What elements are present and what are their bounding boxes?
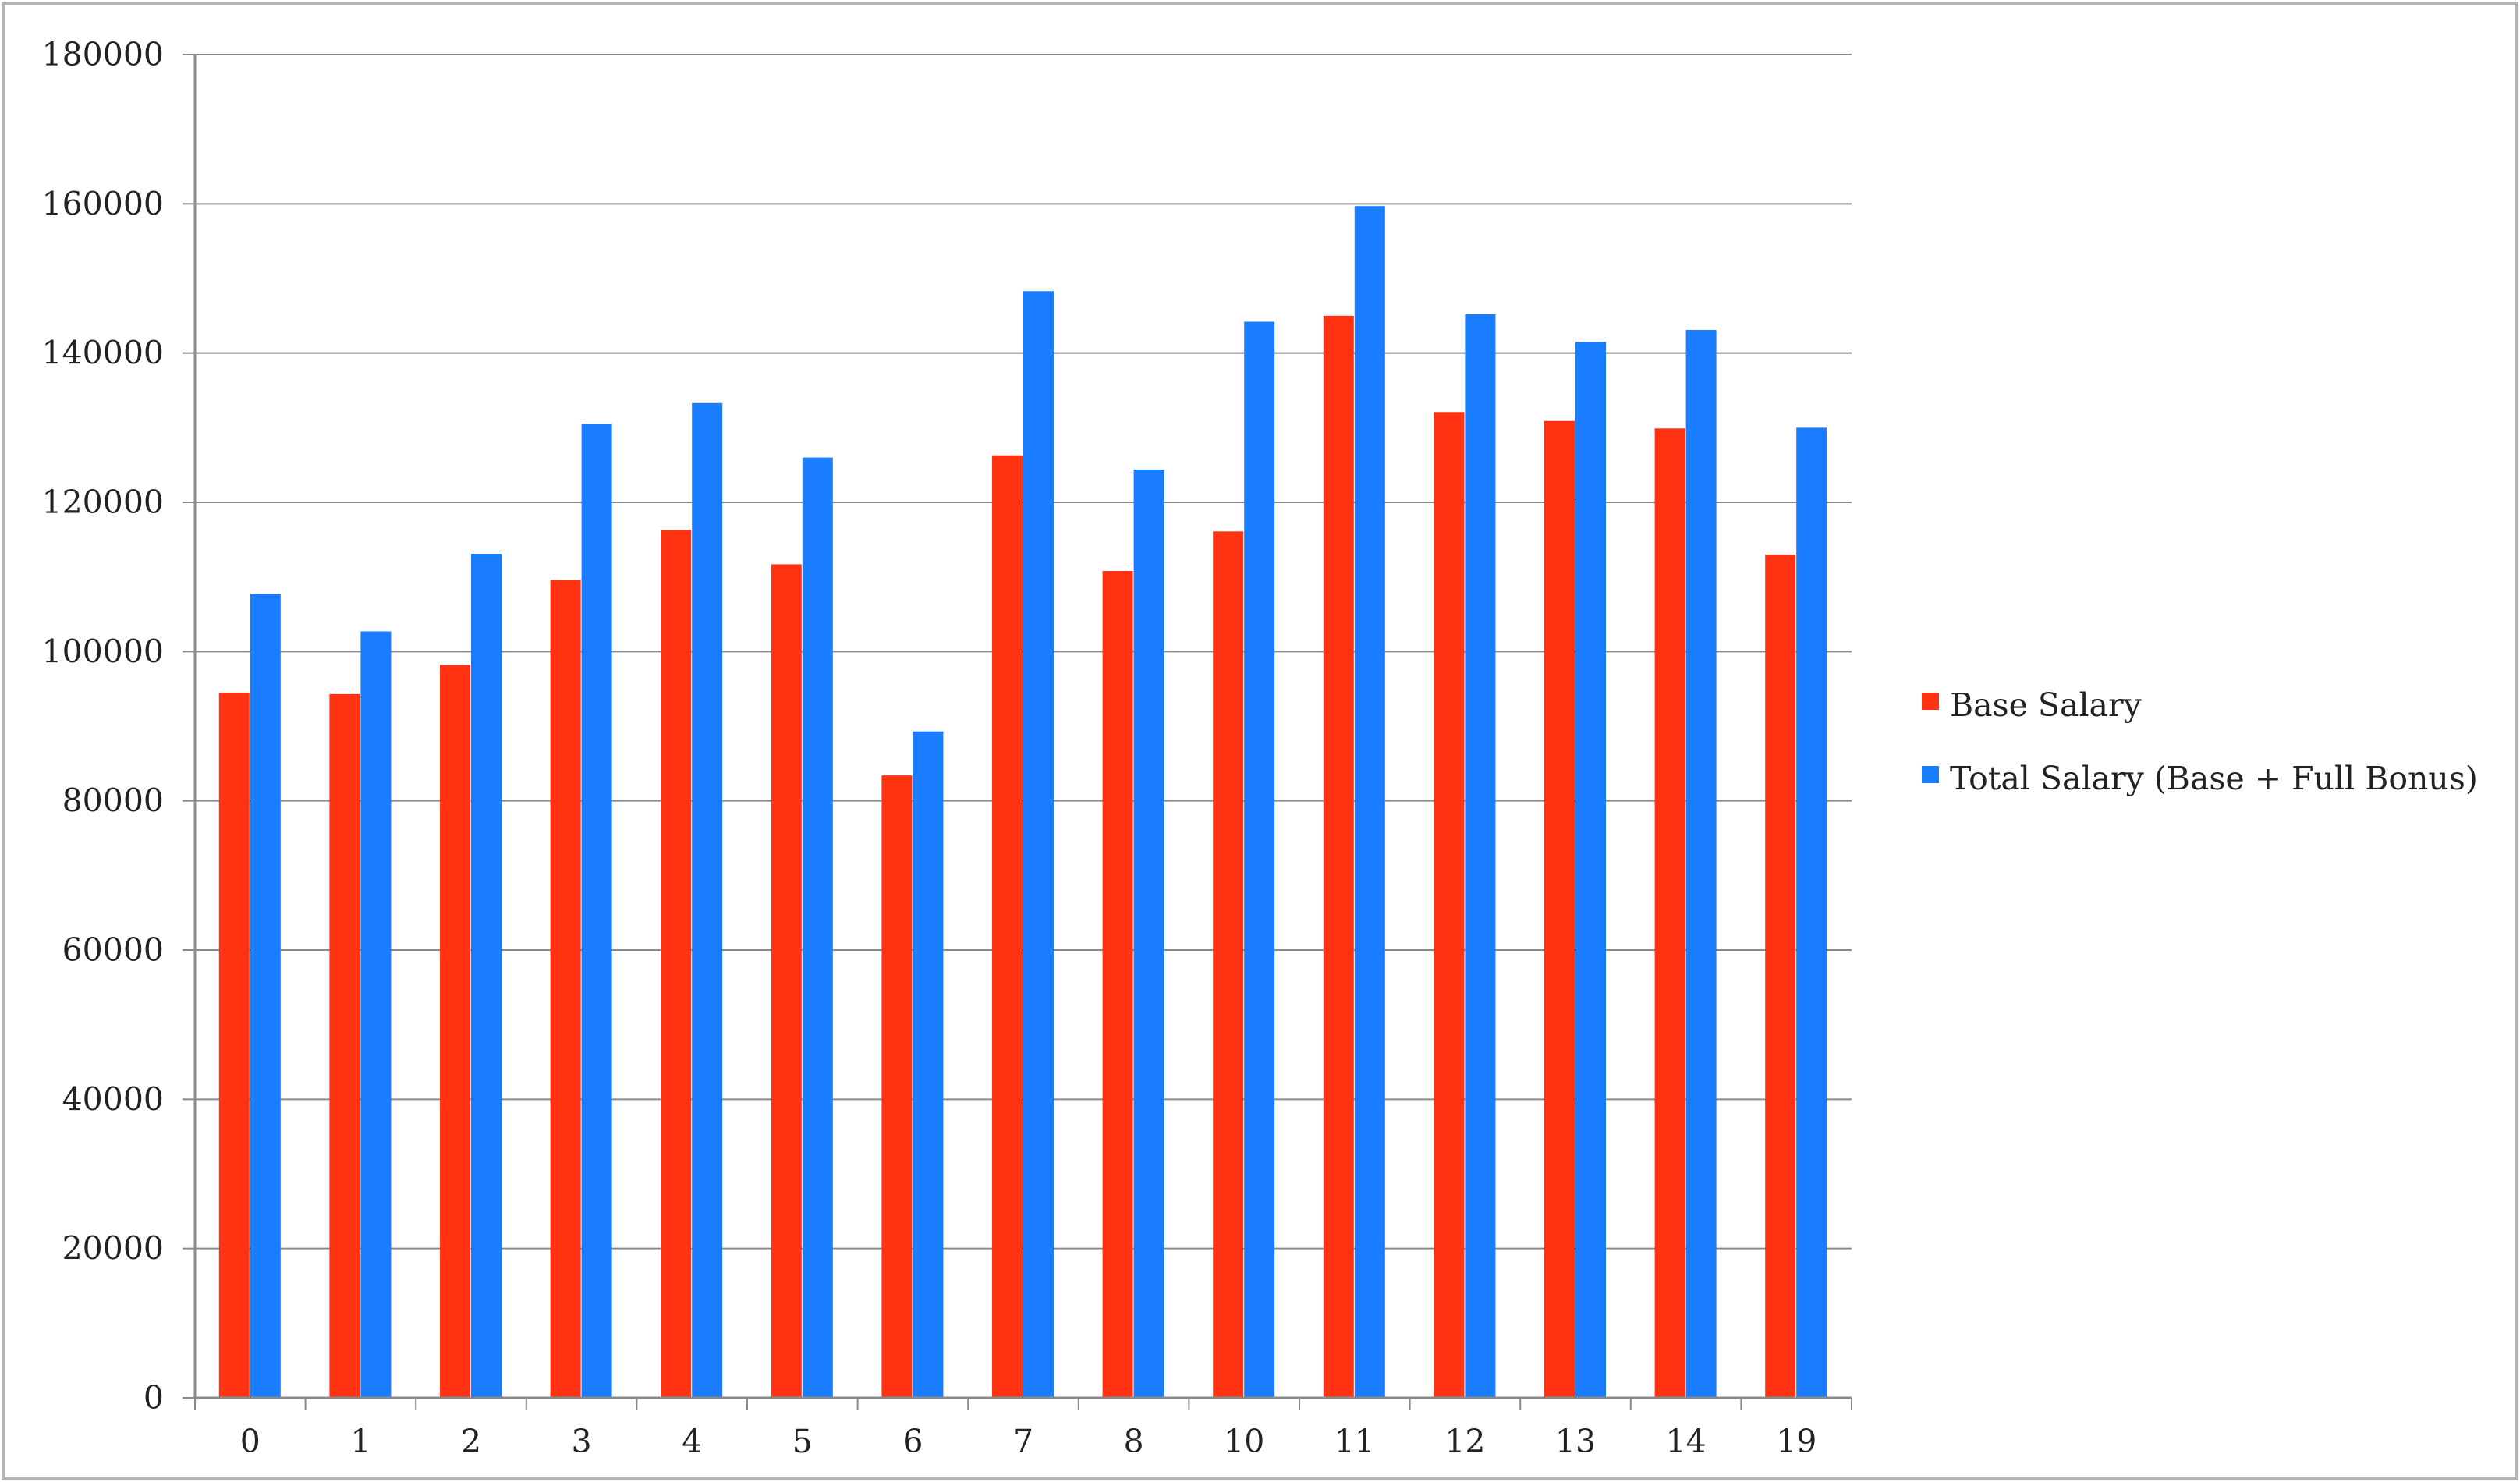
y-tick-label: 80000	[62, 782, 164, 820]
x-tick-label: 12	[1444, 1423, 1485, 1460]
bar-base-2	[440, 665, 470, 1398]
bar-base-11	[1323, 315, 1354, 1398]
y-tick-label: 60000	[62, 931, 164, 969]
bar-base-12	[1434, 412, 1465, 1398]
bar-base-1	[329, 693, 360, 1398]
x-tick-label: 1	[350, 1423, 370, 1460]
bar-base-7	[992, 455, 1023, 1398]
bar-total-11	[1354, 206, 1385, 1398]
y-tick-label: 0	[144, 1379, 164, 1416]
x-tick-label: 14	[1666, 1423, 1707, 1460]
bar-base-14	[1654, 428, 1685, 1398]
bar-total-6	[913, 731, 944, 1398]
bar-total-2	[471, 554, 502, 1398]
legend-label-total: Total Salary (Base + Full Bonus)	[1950, 760, 2478, 797]
y-tick-label: 40000	[62, 1080, 164, 1118]
bar-total-10	[1244, 321, 1275, 1398]
bar-base-13	[1544, 420, 1575, 1398]
x-axis-tick-labels: 0 1 2 3 4 5 6 7 8 10 11 12 13 14 19	[240, 1423, 1817, 1460]
bar-base-8	[1102, 571, 1133, 1398]
bars	[218, 206, 1827, 1399]
bar-total-13	[1575, 342, 1606, 1399]
y-tick-label: 160000	[41, 185, 164, 222]
bar-total-7	[1023, 291, 1054, 1399]
x-tick-label: 0	[240, 1423, 261, 1460]
axes	[183, 54, 1852, 1410]
x-tick-label: 6	[902, 1423, 923, 1460]
legend: Base Salary Total Salary (Base + Full Bon…	[1922, 686, 2478, 797]
y-tick-label: 120000	[41, 484, 164, 521]
x-tick-label: 3	[572, 1423, 592, 1460]
bar-base-0	[218, 692, 250, 1398]
bar-base-4	[661, 530, 692, 1398]
x-tick-label: 8	[1124, 1423, 1144, 1460]
legend-swatch-total	[1922, 766, 1939, 783]
bar-total-3	[581, 424, 612, 1398]
y-tick-label: 140000	[41, 335, 164, 372]
x-tick-label: 13	[1555, 1423, 1596, 1460]
x-tick-label: 2	[461, 1423, 481, 1460]
x-tick-label: 7	[1013, 1423, 1033, 1460]
bar-base-19	[1765, 554, 1796, 1398]
bar-total-1	[360, 631, 392, 1398]
y-tick-label: 20000	[62, 1230, 164, 1268]
x-tick-label: 19	[1776, 1423, 1816, 1460]
y-tick-label: 100000	[41, 633, 164, 670]
x-tick-label: 11	[1334, 1423, 1375, 1460]
x-tick-label: 10	[1224, 1423, 1264, 1460]
legend-label-base: Base Salary	[1950, 686, 2143, 724]
bar-total-8	[1133, 469, 1164, 1398]
y-tick-label: 180000	[41, 36, 164, 73]
bar-base-6	[881, 775, 913, 1398]
bar-total-14	[1685, 330, 1717, 1398]
bar-total-4	[692, 402, 723, 1398]
bar-base-10	[1213, 531, 1244, 1398]
bar-total-0	[250, 594, 281, 1399]
bar-base-5	[771, 564, 802, 1398]
x-tick-label: 5	[792, 1423, 813, 1460]
bar-total-12	[1465, 314, 1496, 1398]
y-axis-tick-labels: 0 20000 40000 60000 80000 100000 120000 140000 1…	[41, 36, 164, 1416]
bar-base-3	[550, 580, 581, 1398]
bar-total-19	[1796, 427, 1827, 1399]
x-tick-label: 4	[682, 1423, 702, 1460]
bar-total-5	[802, 457, 833, 1398]
legend-swatch-base	[1922, 693, 1939, 710]
